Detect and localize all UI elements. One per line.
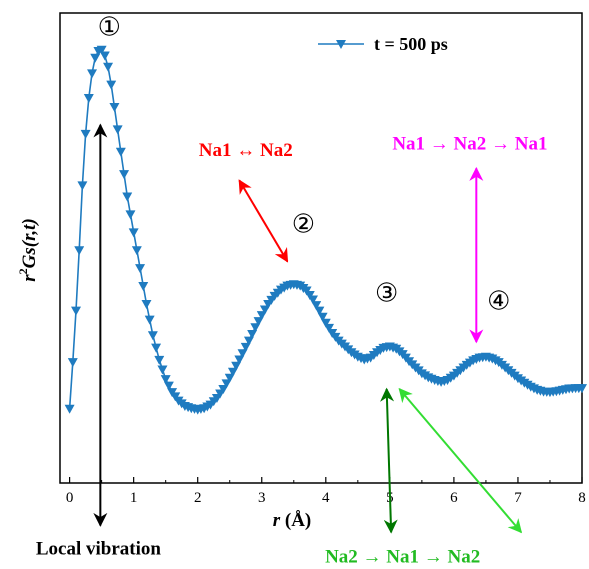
data-point-marker bbox=[112, 125, 123, 135]
data-point-marker bbox=[122, 192, 133, 202]
data-point-marker bbox=[83, 94, 94, 104]
data-point-marker bbox=[67, 358, 78, 368]
data-point-marker bbox=[119, 170, 130, 180]
data-point-marker bbox=[151, 343, 162, 353]
peak-label: ③ bbox=[375, 279, 398, 308]
x-tick-label: 8 bbox=[578, 490, 586, 506]
peak-label: ④ bbox=[487, 286, 510, 315]
x-tick-label: 0 bbox=[66, 490, 74, 506]
data-point-marker bbox=[80, 129, 91, 139]
x-tick-label: 6 bbox=[450, 490, 458, 506]
data-point-marker bbox=[115, 147, 126, 157]
x-axis-label-unit: (Å) bbox=[280, 510, 311, 531]
x-axis-label-var: r bbox=[273, 510, 281, 531]
annotation-arrow bbox=[238, 179, 289, 263]
y-axis-label-r: r bbox=[19, 274, 40, 282]
peak-label: ② bbox=[292, 209, 315, 238]
data-point-marker bbox=[131, 246, 142, 256]
data-point-marker bbox=[103, 62, 114, 72]
data-point-marker bbox=[71, 306, 82, 316]
x-tick-label: 1 bbox=[130, 490, 138, 506]
legend-label: t = 500 ps bbox=[374, 34, 448, 54]
data-point-marker bbox=[87, 69, 98, 79]
x-axis-ticks: 012345678 bbox=[66, 477, 586, 506]
series-line-t500ps bbox=[68, 48, 582, 411]
data-point-marker bbox=[99, 51, 110, 61]
plot-frame bbox=[59, 12, 583, 484]
x-tick-label: 4 bbox=[322, 490, 330, 506]
annotation-text: Na2 → Na1 → Na2 bbox=[325, 547, 480, 568]
data-point-marker bbox=[138, 282, 149, 292]
y-axis-label: r2Gs(r,t) bbox=[16, 218, 40, 282]
data-point-marker bbox=[109, 103, 120, 112]
data-point-marker bbox=[77, 181, 88, 191]
data-point-marker bbox=[64, 404, 75, 414]
data-point-marker bbox=[128, 228, 139, 238]
annotation-text: Na1 ↔ Na2 bbox=[199, 140, 293, 161]
x-axis-label: r (Å) bbox=[273, 510, 312, 531]
data-point-marker bbox=[157, 365, 168, 375]
data-point-marker bbox=[74, 246, 85, 256]
y-axis-label-func: Gs(r,t) bbox=[19, 218, 40, 268]
peak-labels: ① ② ③ ④ bbox=[98, 12, 511, 315]
data-point-marker bbox=[154, 355, 165, 365]
data-point-marker bbox=[125, 210, 136, 220]
series-markers-t500ps bbox=[64, 45, 587, 415]
data-point-marker bbox=[144, 315, 155, 325]
x-tick-label: 2 bbox=[194, 490, 202, 506]
annotation-texts: Na1 ↔ Na2 Na1 → Na2 → Na1 Na2 → Na1 → Na2 L… bbox=[36, 134, 548, 568]
data-point-marker bbox=[141, 299, 152, 309]
y-axis-label-exp: 2 bbox=[16, 268, 30, 274]
data-point-marker bbox=[135, 264, 146, 274]
annotation-arrow bbox=[398, 387, 523, 534]
peak-label: ① bbox=[98, 12, 121, 41]
annotation-arrows bbox=[93, 123, 523, 534]
annotation-arrow bbox=[380, 387, 398, 534]
data-point-marker bbox=[106, 80, 117, 90]
annotation-text: Na1 → Na2 → Na1 bbox=[392, 134, 547, 155]
x-tick-label: 7 bbox=[514, 490, 522, 506]
x-tick-label: 3 bbox=[258, 490, 266, 506]
legend: t = 500 ps bbox=[318, 34, 448, 54]
annotation-text: Local vibration bbox=[36, 539, 162, 560]
data-point-marker bbox=[147, 331, 158, 341]
